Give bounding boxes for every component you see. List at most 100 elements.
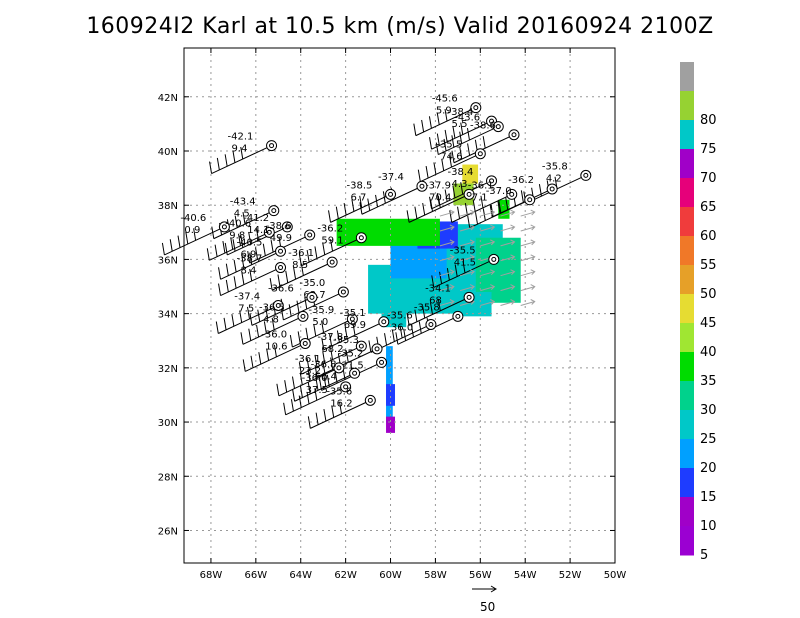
colorbar-label-30: 30 [700,403,717,418]
barb-shaft [361,185,423,215]
station-value: 49.9 [270,233,292,244]
wind-arrow [439,241,455,247]
barb-feather [436,133,440,146]
wind-arrowhead [490,209,496,216]
barb-feather [449,155,453,168]
barb-feather [443,138,447,152]
barb-feather [436,193,440,206]
station-temperature: -42.1 [228,132,254,143]
wind-arrow [500,286,515,292]
barb-feather [520,190,524,203]
station-temperature: -37.4 [234,292,260,303]
barb-feather [444,189,448,202]
station-marker-inner [466,294,472,300]
station-temperature: -37.4 [378,172,404,183]
station-marker [488,253,500,265]
station-temperature: -36.0 [302,373,328,384]
barb-feather [439,271,443,284]
barb-feather [304,296,308,310]
station-marker-inner [511,132,517,138]
station-value: 4.5 [234,209,250,220]
barb-shaft [213,210,275,240]
station-value: 5.5 [452,119,468,130]
station-marker-inner [489,118,495,124]
colorbar-swatch-20 [680,439,694,469]
wind-arrow [459,211,475,217]
lon-label-68W: 68W [200,570,223,581]
barb-feather [242,359,246,372]
barb-feather [422,203,426,216]
barb-feather [224,154,228,167]
barb-shaft [209,231,270,261]
station-marker-inner [336,365,342,371]
lat-label-30N: 30N [158,418,178,429]
barb-feather [428,116,432,129]
barb-feather [314,388,318,401]
barb-feather [452,126,456,139]
lon-label-54W: 54W [514,570,537,581]
station-marker [306,291,318,303]
wind-arrowhead [510,269,516,276]
wind-arrowhead [449,209,455,216]
barb-feather [460,122,464,135]
station-marker [275,245,287,257]
station-value: 6.7 [351,192,367,203]
station-marker-inner [419,183,425,189]
barb-feather [446,268,450,281]
wind-arrow [520,301,535,306]
wind-arrow [480,301,495,306]
barb-feather [451,135,455,148]
barb-feather [505,197,509,210]
station-value: 10.6 [265,341,287,352]
station-temperature: -43.6 [454,113,480,124]
station-temperature: -37.0 [486,186,512,197]
lon-label-50W: 50W [604,570,627,581]
wind-barb [209,145,272,175]
colorbar-swatch-35 [680,352,694,382]
wind-barb [298,237,362,267]
wind-arrowhead [490,269,496,276]
wind-arrowhead [449,224,455,231]
wind-arrow [439,301,455,306]
station-value: 70.4 [429,192,451,203]
colorbar-swatch-30 [680,381,694,411]
wind-arrow [480,271,495,277]
barb-shaft [251,296,313,326]
wind-arrowhead [469,254,475,261]
lat-label-32N: 32N [158,364,178,375]
lon-label-64W: 64W [289,570,312,581]
station-marker [463,291,475,303]
lon-label-66W: 66W [245,570,268,581]
wind-barb [321,321,384,351]
barb-feather [414,206,418,219]
station-marker [385,188,397,200]
colorbar-label-20: 20 [700,461,717,476]
station-value: 66.4 [315,371,337,382]
barb-shaft [227,226,288,256]
barb-feather [298,362,302,375]
wind-arrow [439,211,455,217]
barb-feather [344,326,348,339]
station-value: 69.9 [344,320,366,331]
barb-feather [169,239,173,252]
wind-barb [242,342,306,372]
barb-feather [367,198,371,211]
station-marker [452,310,464,322]
barb-shaft [323,321,384,351]
wind-barb [276,367,340,397]
wind-arrowhead [469,224,475,231]
barb-feather [248,231,252,245]
wind-arrow [520,271,535,277]
barb-feather [246,306,250,320]
station-temperature: -38.4 [448,167,474,178]
wind-arrowhead [449,299,455,305]
barb-feather [292,389,296,402]
barb-feather [231,314,235,327]
barb-feather [223,317,227,330]
barb-feather [255,228,259,241]
barb-feather [314,354,318,367]
barb-shaft [451,193,512,223]
barb-feather [250,355,254,368]
barb-shaft [469,199,530,229]
barb-feather [406,313,410,326]
